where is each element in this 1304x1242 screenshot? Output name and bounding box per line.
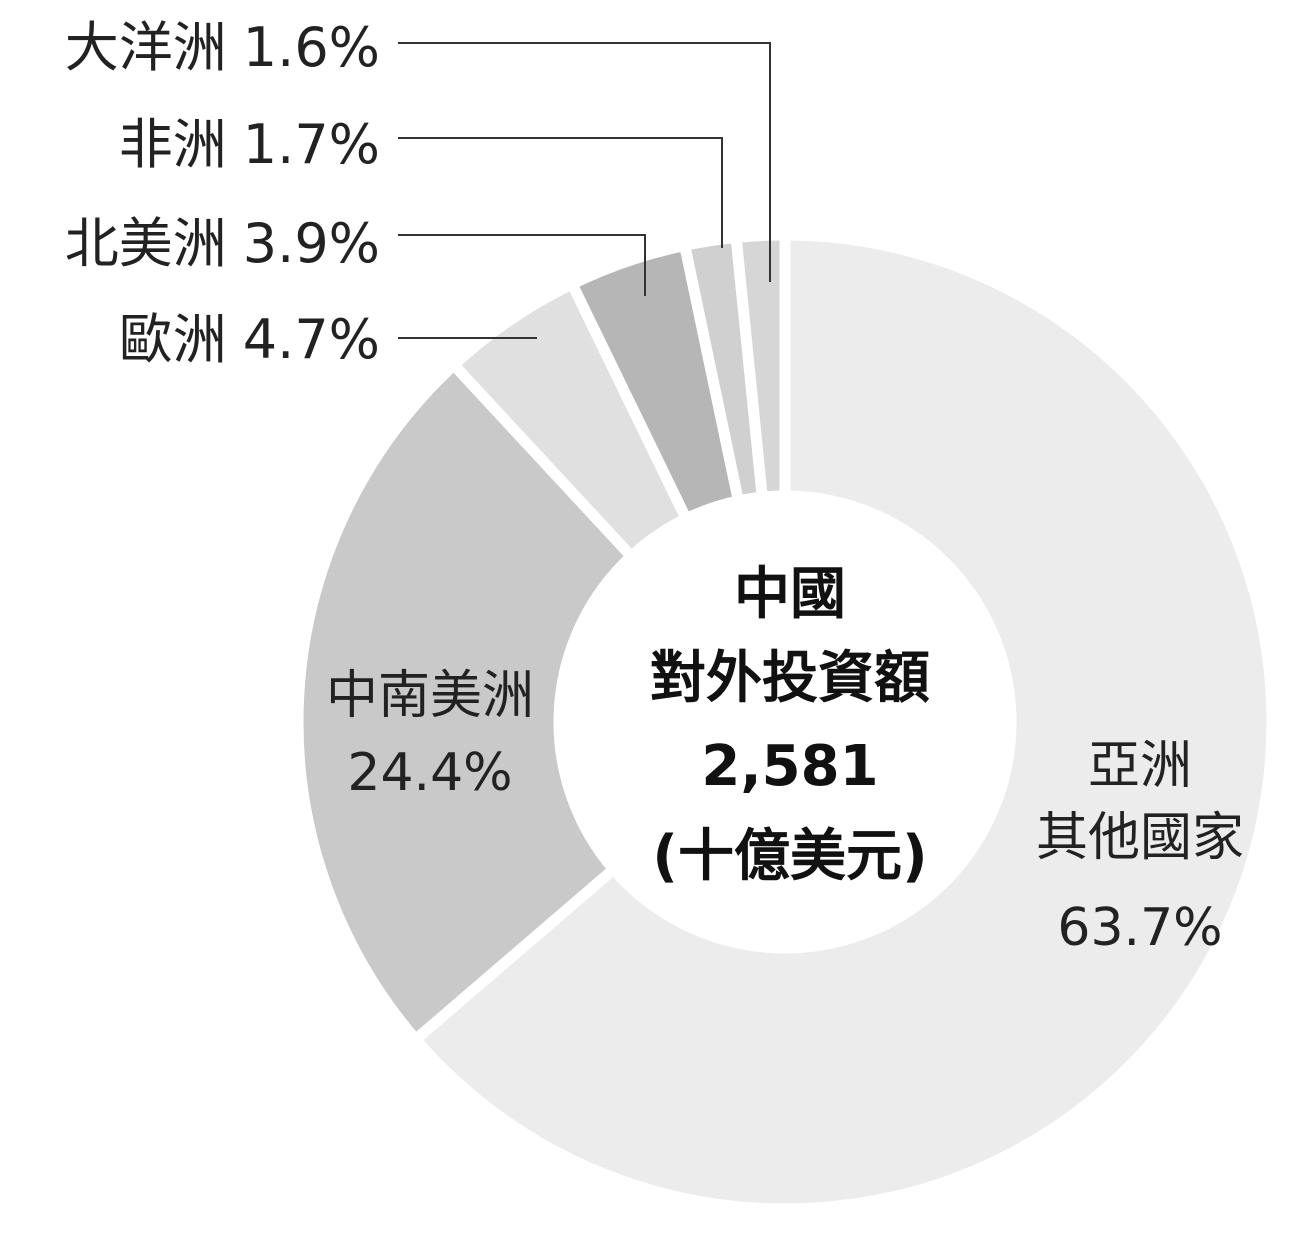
category-label: 北美洲	[65, 212, 227, 275]
value-label: 24.4%	[347, 743, 512, 803]
slices	[292, 229, 1278, 1215]
labels: 亞洲其他國家 63.7% 中南美洲 24.4% 歐洲 4.7% 北美洲 3.9% 非洲 1.7% 大…	[65, 16, 1244, 958]
category-label: 中南美洲	[326, 666, 534, 726]
value-label: 4.7%	[243, 308, 380, 371]
category-label: 大洋洲	[65, 16, 227, 79]
category-label: 非洲	[119, 113, 227, 176]
donut-slice	[407, 229, 1278, 1215]
category-label: 亞洲其他國家	[1036, 736, 1244, 868]
category-label: 歐洲	[119, 308, 227, 371]
donut-slice	[730, 229, 791, 504]
value-label: 1.6%	[243, 16, 380, 79]
leader-line	[398, 234, 646, 296]
center-value: 2,581	[701, 734, 878, 799]
outside-label: 大洋洲 1.6%	[65, 16, 380, 79]
leader-line	[398, 42, 771, 282]
value-label: 1.7%	[243, 113, 380, 176]
center-title: 中國對外投資額	[650, 562, 930, 711]
center-unit: (十億美元)	[652, 824, 927, 889]
leader-line	[398, 137, 723, 248]
value-label: 63.7%	[1057, 898, 1222, 958]
donut-slice	[292, 357, 640, 1048]
outside-label: 歐洲 4.7%	[119, 308, 380, 371]
outside-label: 北美洲 3.9%	[65, 212, 380, 275]
outside-label: 非洲 1.7%	[119, 113, 380, 176]
value-label: 3.9%	[243, 212, 380, 275]
